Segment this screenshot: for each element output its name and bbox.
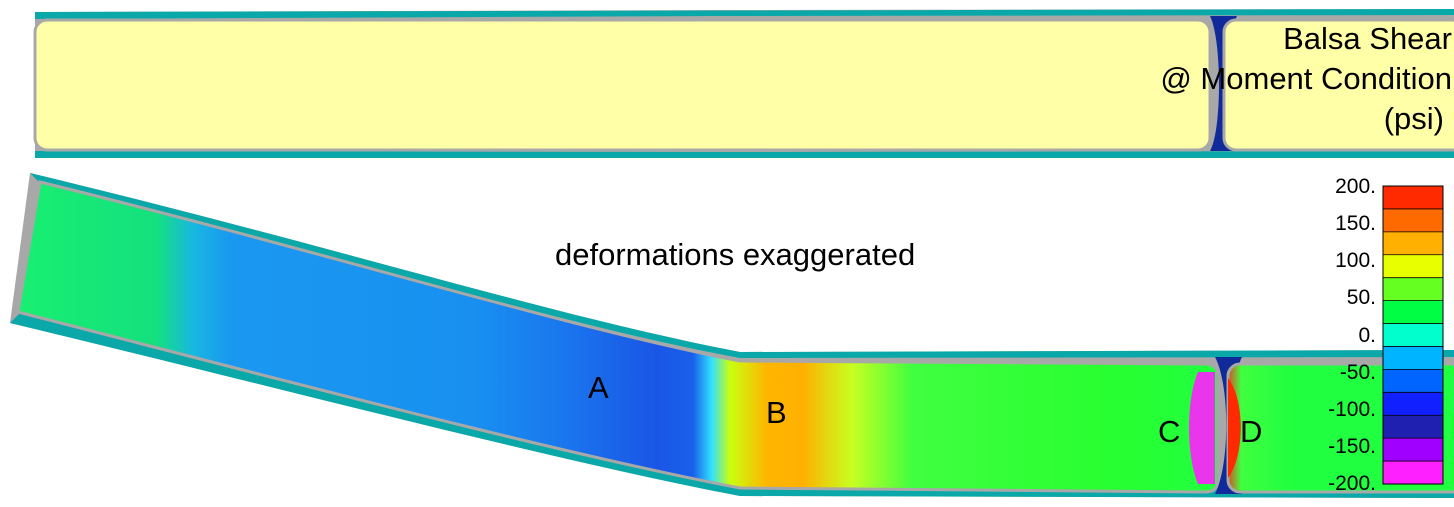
legend-band <box>1383 277 1443 302</box>
legend-frame <box>1382 185 1444 485</box>
deformation-note: deformations exaggerated <box>555 237 916 272</box>
deformed-skin <box>10 173 1454 498</box>
legend-band <box>1383 438 1443 462</box>
legend-tick-label: 100. <box>1335 249 1376 273</box>
legend-tick-label: 200. <box>1335 175 1376 198</box>
legend-band <box>1383 186 1443 210</box>
legend-band <box>1383 415 1443 439</box>
deformed-panel <box>10 173 1454 498</box>
region-label-a: A <box>588 370 609 405</box>
legend-band <box>1383 254 1443 279</box>
color-legend <box>1382 185 1444 485</box>
legend-band <box>1383 369 1443 393</box>
legend-band <box>1383 300 1443 325</box>
region-label-d: D <box>1240 414 1263 449</box>
legend-band <box>1383 346 1443 370</box>
region-label-b: B <box>766 395 787 430</box>
legend-tick-label: -100. <box>1328 397 1376 421</box>
legend-tick-label: -200. <box>1328 472 1376 495</box>
legend-tick-label: -50. <box>1339 360 1376 384</box>
legend-tick-label: 0. <box>1358 323 1376 347</box>
legend-title-line-1: Balsa Shear <box>1283 21 1452 56</box>
undeformed-core-right <box>1222 18 1454 152</box>
legend-band <box>1383 392 1443 416</box>
legend-band <box>1383 208 1443 233</box>
legend-tick-label: 50. <box>1346 286 1376 310</box>
legend-title-line-2: @ Moment Condition <box>1160 61 1452 96</box>
deformed-core-left <box>16 180 1220 494</box>
legend-band <box>1383 231 1443 256</box>
region-d-hotspot <box>1228 378 1241 478</box>
legend-band <box>1383 461 1443 485</box>
region-label-c: C <box>1158 414 1181 449</box>
undeformed-skin-bottom <box>35 151 1454 158</box>
undeformed-core-left <box>33 18 1212 152</box>
region-c-hotspot <box>1189 372 1215 484</box>
undeformed-skin-top <box>35 9 1454 19</box>
legend-tick-label: -150. <box>1328 434 1376 458</box>
legend-title-line-3: (psi) <box>1383 101 1444 136</box>
legend-band <box>1383 323 1443 347</box>
undeformed-panel <box>33 9 1454 158</box>
legend-tick-label: 150. <box>1335 212 1376 236</box>
